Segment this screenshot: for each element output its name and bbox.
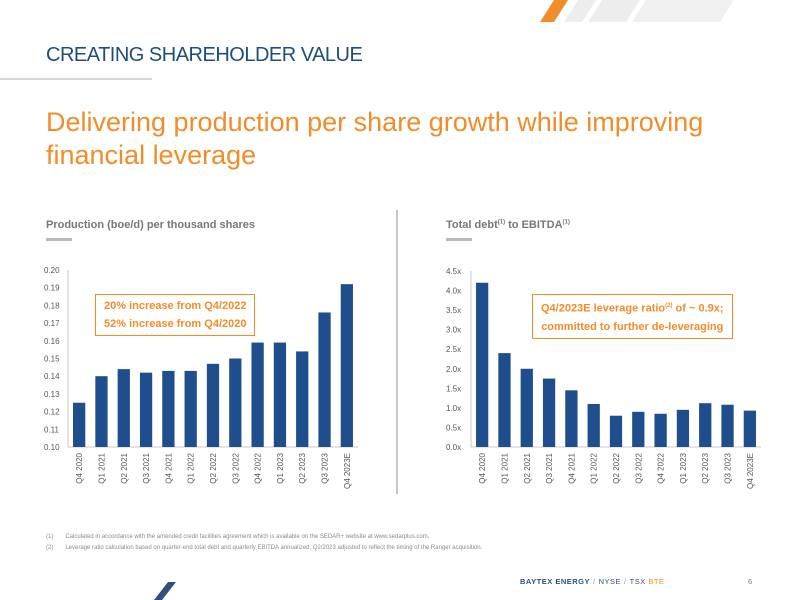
leverage-bar bbox=[721, 404, 734, 447]
production-bar bbox=[251, 342, 264, 447]
leverage-xtick-label: Q2 2021 bbox=[523, 452, 532, 483]
production-xtick-label: Q1 2023 bbox=[276, 452, 285, 483]
production-xtick-label: Q4 2022 bbox=[254, 452, 263, 483]
production-xtick-label: Q4 2021 bbox=[164, 452, 173, 483]
production-bar bbox=[340, 284, 353, 447]
production-xtick-label: Q2 2022 bbox=[209, 452, 218, 483]
production-bar bbox=[162, 370, 175, 447]
brand-stripes-top bbox=[540, 0, 734, 22]
leverage-bar bbox=[498, 353, 511, 447]
production-ytick-label: 0.12 bbox=[44, 408, 60, 417]
production-per-share-chart: 0.10 0.11 0.12 0.13 0.14 0.15 0.16 0.17 0.18 0.19… bbox=[44, 266, 358, 489]
leverage-ytick-label: 2.0x bbox=[446, 365, 461, 374]
production-bar bbox=[73, 402, 86, 447]
leverage-ytick-label: 3.0x bbox=[446, 326, 461, 335]
leverage-xtick-label: Q2 2023 bbox=[701, 452, 710, 483]
left-callout-line2: 52% increase from Q4/2020 bbox=[104, 318, 247, 330]
headline: Delivering production per share growth w… bbox=[46, 107, 704, 170]
right-chart-title: Total debt(1) to EBITDA(1) bbox=[446, 219, 570, 231]
production-ytick-label: 0.15 bbox=[44, 355, 60, 364]
production-xtick-label: Q4 2023E bbox=[343, 453, 352, 489]
leverage-bar bbox=[476, 282, 489, 447]
production-bar bbox=[184, 370, 197, 447]
production-ytick-label: 0.16 bbox=[44, 337, 60, 346]
leverage-bar bbox=[542, 378, 556, 447]
left-chart-underline bbox=[46, 238, 72, 241]
left-chart-title: Production (boe/d) per thousand shares bbox=[46, 219, 256, 231]
section-rule bbox=[0, 78, 152, 80]
leverage-bar bbox=[609, 415, 623, 447]
leverage-xtick-label: Q1 2023 bbox=[679, 452, 688, 483]
production-ytick-label: 0.14 bbox=[44, 372, 60, 381]
section-title: CREATING SHAREHOLDER VALUE bbox=[46, 44, 363, 66]
leverage-ytick-label: 0.0x bbox=[446, 443, 461, 452]
production-xtick-label: Q4 2020 bbox=[75, 452, 84, 483]
leverage-xtick-label: Q4 2021 bbox=[567, 452, 576, 483]
leverage-xtick-label: Q4 2020 bbox=[478, 452, 487, 483]
footnote-2: (2) Leverage ratio calculation based on q… bbox=[46, 545, 483, 551]
left-callout: 20% increase from Q4/2022 52% increase f… bbox=[95, 294, 256, 336]
production-ytick-label: 0.13 bbox=[44, 390, 60, 399]
leverage-xtick-label: Q3 2021 bbox=[545, 452, 554, 483]
leverage-bar bbox=[565, 390, 578, 447]
production-ytick-label: 0.11 bbox=[44, 425, 60, 434]
production-ytick-label: 0.18 bbox=[44, 301, 60, 310]
leverage-xtick-label: Q4 2022 bbox=[657, 452, 666, 483]
production-ytick-label: 0.20 bbox=[44, 266, 60, 275]
footnote-1: (1) Calculated in accordance with the ame… bbox=[46, 534, 430, 540]
brand-stripe-bottom bbox=[154, 582, 176, 600]
production-ytick-label: 0.17 bbox=[44, 319, 60, 328]
right-callout-line1: Q4/2023E leverage ratio(2) of ~ 0.9x; bbox=[541, 302, 724, 315]
leverage-bar bbox=[632, 411, 645, 447]
page-number: 6 bbox=[748, 577, 753, 586]
production-bar bbox=[229, 358, 242, 447]
leverage-xtick-label: Q1 2021 bbox=[500, 452, 509, 483]
leverage-ytick-label: 4.0x bbox=[446, 287, 461, 296]
production-xtick-label: Q1 2022 bbox=[187, 452, 196, 483]
footer-brand: BAYTEX ENERGY / NYSE / TSX BTE bbox=[520, 577, 665, 586]
production-xtick-label: Q1 2021 bbox=[97, 452, 106, 483]
right-callout-line2: committed to further de-leveraging bbox=[541, 320, 724, 333]
leverage-bar bbox=[699, 403, 712, 447]
left-callout-line1: 20% increase from Q4/2022 bbox=[104, 300, 247, 312]
chart-divider bbox=[396, 210, 398, 494]
leverage-ytick-label: 0.5x bbox=[446, 423, 461, 432]
footnotes: (1) Calculated in accordance with the ame… bbox=[46, 532, 482, 554]
leverage-bar bbox=[587, 403, 600, 447]
production-ytick-label: 0.19 bbox=[44, 284, 60, 293]
leverage-bar bbox=[743, 410, 756, 447]
leverage-bar bbox=[654, 413, 667, 447]
leverage-ytick-label: 1.5x bbox=[446, 384, 461, 393]
leverage-ytick-label: 4.5x bbox=[446, 267, 461, 276]
production-bar bbox=[273, 342, 287, 447]
production-bar bbox=[318, 312, 331, 447]
leverage-ytick-label: 2.5x bbox=[446, 345, 461, 354]
production-xtick-label: Q3 2021 bbox=[142, 452, 151, 483]
leverage-bar bbox=[520, 368, 533, 447]
production-xtick-label: Q2 2023 bbox=[298, 452, 307, 483]
production-ytick-label: 0.10 bbox=[44, 443, 60, 452]
production-bar bbox=[206, 363, 220, 447]
production-bar bbox=[296, 351, 309, 447]
leverage-xtick-label: Q2 2022 bbox=[612, 452, 621, 483]
leverage-xtick-label: Q4 2023E bbox=[746, 453, 755, 489]
leverage-xtick-label: Q3 2023 bbox=[724, 452, 733, 483]
right-callout: Q4/2023E leverage ratio(2) of ~ 0.9x; co… bbox=[532, 294, 733, 339]
production-bar bbox=[95, 376, 108, 447]
debt-to-ebitda-chart: 0.0x 0.5x 1.0x 1.5x 2.0x 2.5x 3.0x 3.5x 4.0x 4.5x… bbox=[446, 267, 761, 489]
leverage-xtick-label: Q1 2022 bbox=[590, 452, 599, 483]
production-xtick-label: Q2 2021 bbox=[120, 452, 129, 483]
production-bar bbox=[117, 369, 130, 447]
leverage-bar bbox=[676, 409, 690, 447]
production-xtick-label: Q3 2023 bbox=[321, 452, 330, 483]
leverage-ytick-label: 3.5x bbox=[446, 306, 461, 315]
leverage-xtick-label: Q3 2022 bbox=[634, 452, 643, 483]
right-chart-underline bbox=[446, 238, 472, 241]
production-xtick-label: Q3 2022 bbox=[231, 452, 240, 483]
leverage-ytick-label: 1.0x bbox=[446, 404, 461, 413]
production-bar bbox=[139, 372, 153, 447]
